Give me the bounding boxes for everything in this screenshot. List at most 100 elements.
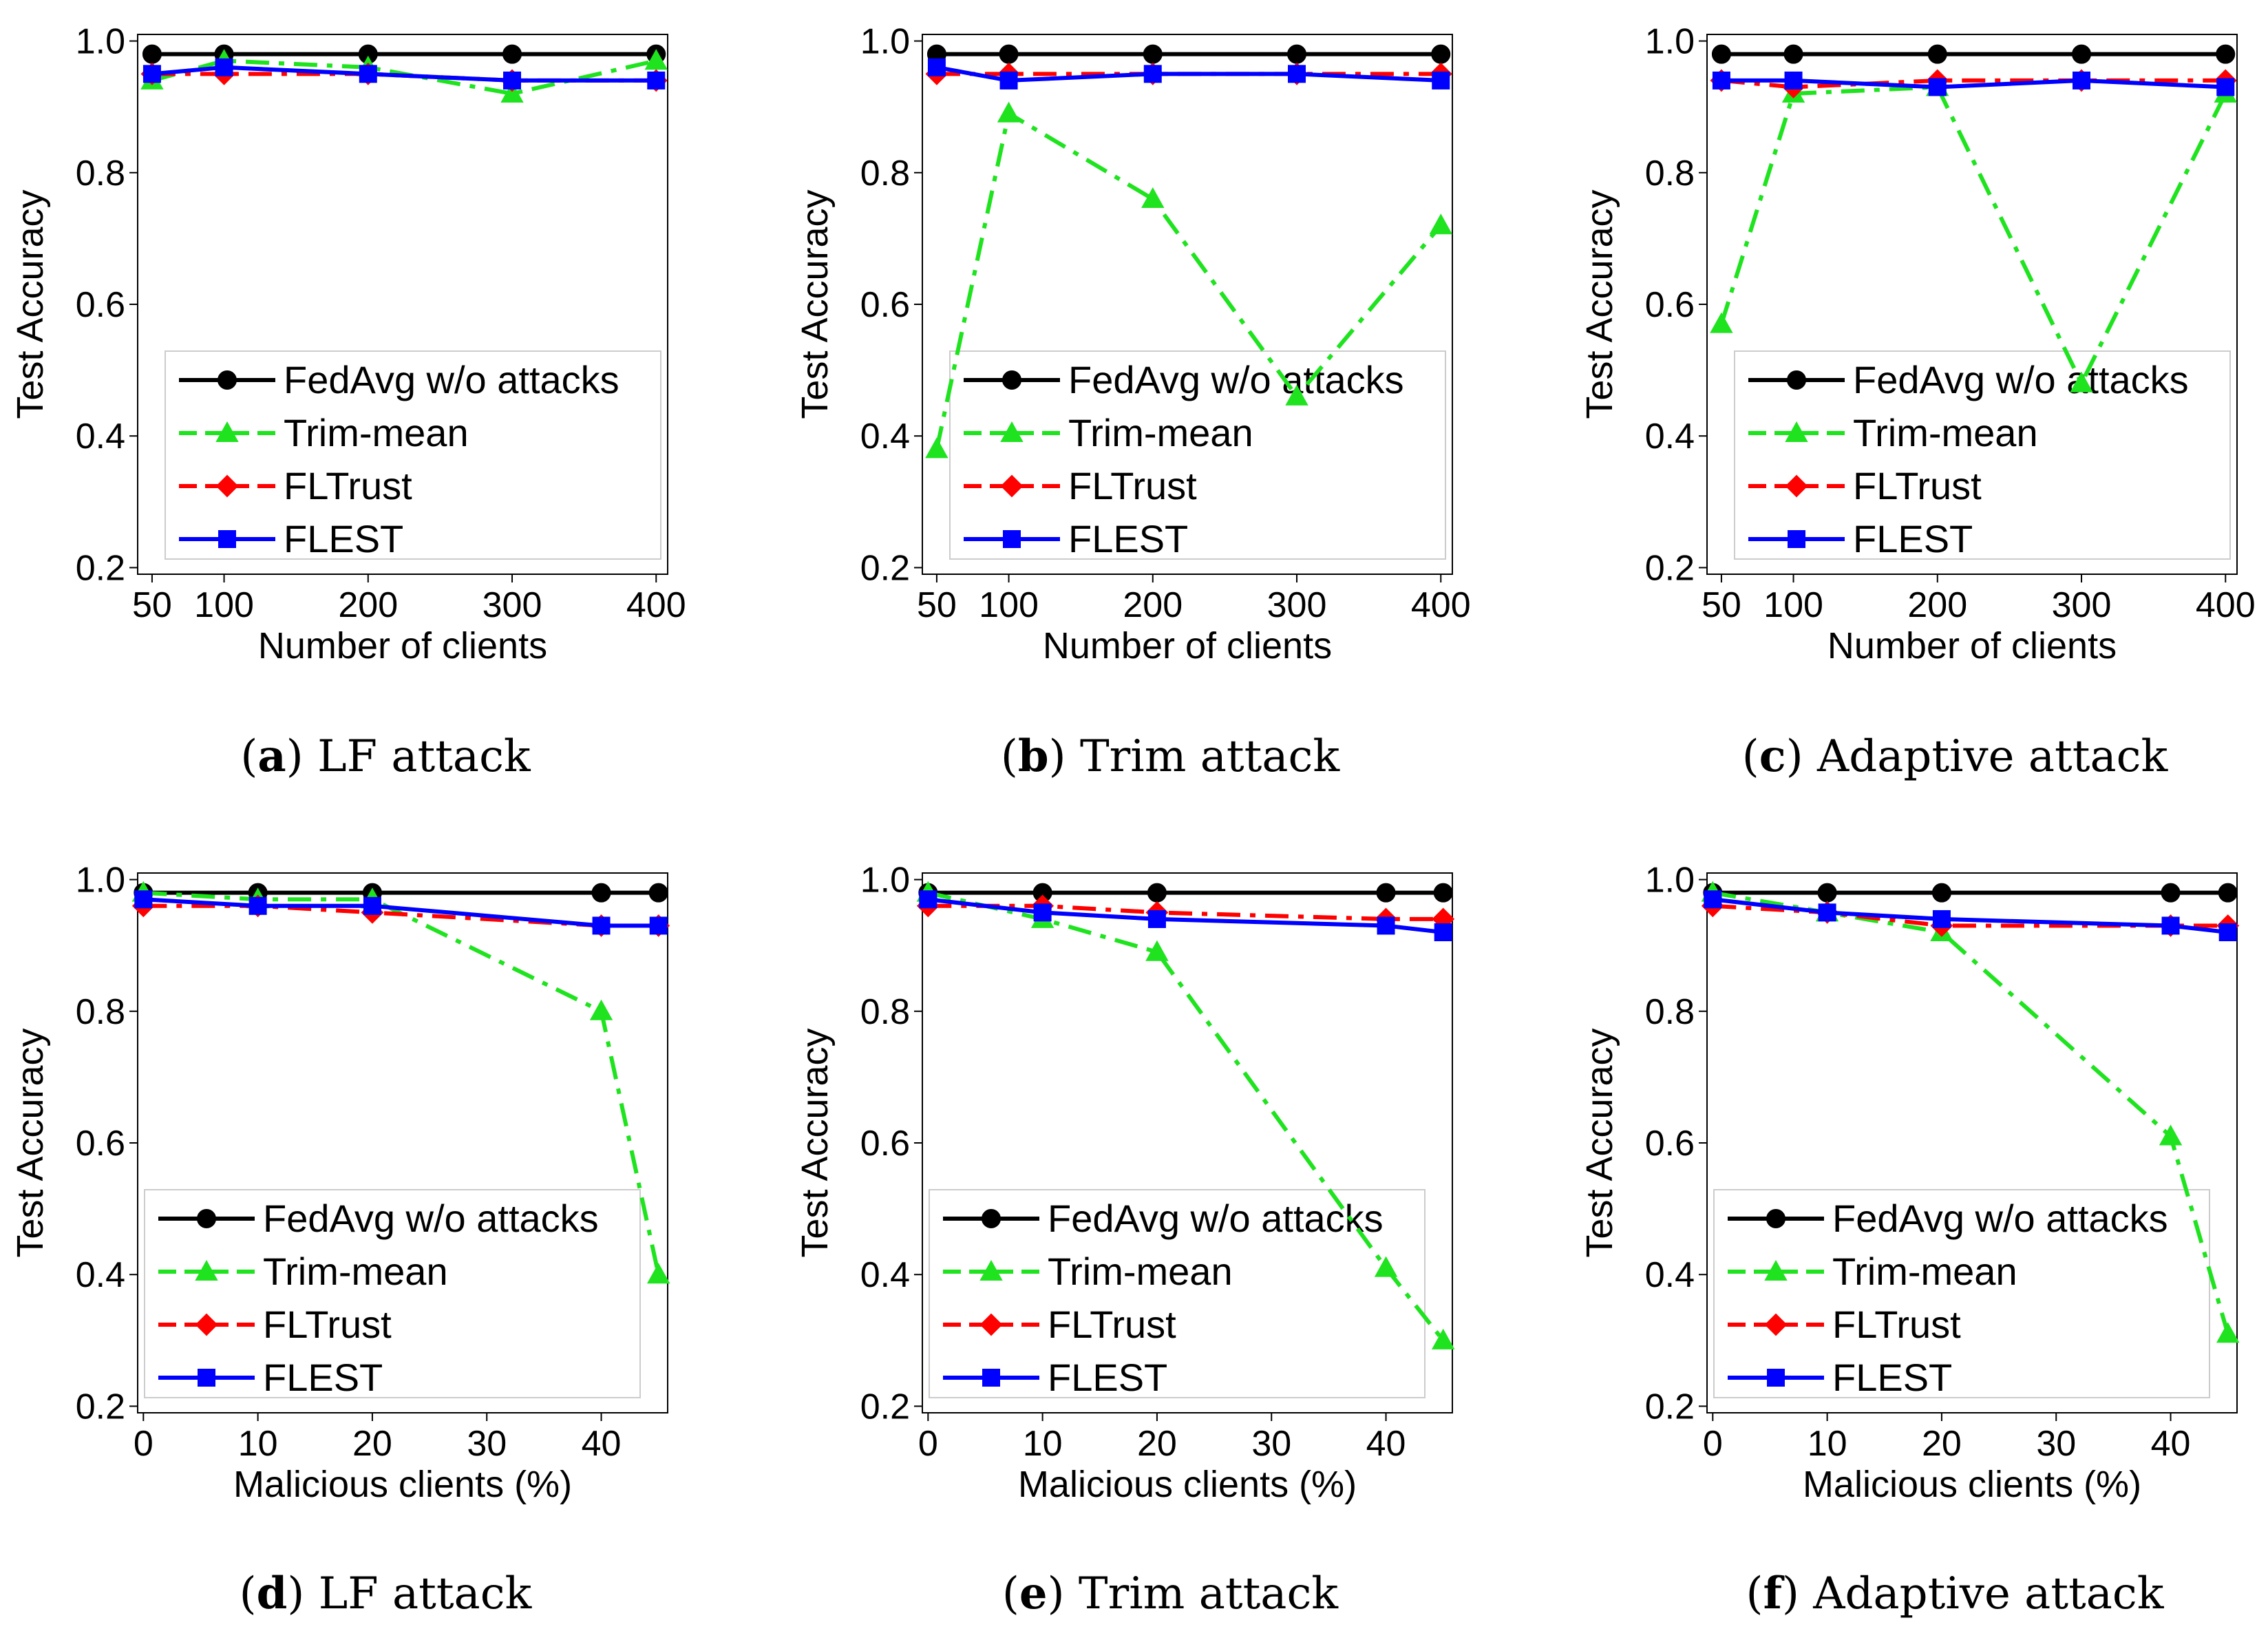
- x-tick-label: 0: [134, 1424, 153, 1464]
- legend-label-fltrust: FLTrust: [263, 1303, 392, 1346]
- legend: FedAvg w/o attacks Trim-mean FLTrust FLEST: [929, 1189, 1426, 1399]
- data-point-flest: [1432, 71, 1450, 90]
- x-axis-label: Number of clients: [1043, 625, 1332, 666]
- legend-marker-trim_mean: [1000, 421, 1024, 442]
- legend-label-trim_mean: Trim-mean: [1853, 411, 2038, 454]
- data-point-flest: [1932, 910, 1951, 928]
- legend-label-fltrust: FLTrust: [1832, 1303, 1961, 1346]
- x-tick-label: 300: [1267, 585, 1327, 625]
- y-tick-label: 0.8: [76, 992, 125, 1032]
- x-tick-label: 300: [483, 585, 542, 625]
- data-point-fedavg: [1433, 883, 1453, 903]
- legend-frame: [929, 1189, 1426, 1398]
- legend-marker-fedavg: [1002, 370, 1021, 390]
- series-flest: [142, 58, 666, 90]
- y-tick-label: 0.6: [1645, 285, 1695, 325]
- y-axis-label: Test Accuracy: [1579, 1028, 1620, 1257]
- series-line-fltrust: [1721, 78, 2226, 90]
- data-point-trim_mean: [2159, 1124, 2183, 1146]
- x-tick-label: 100: [979, 585, 1039, 625]
- series-fedavg: [926, 44, 1451, 64]
- data-point-flest: [503, 71, 522, 90]
- data-point-trim_mean: [1374, 1256, 1398, 1277]
- x-tick-label: 300: [2052, 585, 2112, 625]
- x-axis-label: Malicious clients (%): [233, 1464, 572, 1505]
- data-point-flest: [1784, 71, 1803, 90]
- y-tick-label: 0.6: [860, 285, 910, 325]
- data-point-flest: [649, 916, 668, 935]
- y-tick-label: 0.2: [860, 1387, 910, 1427]
- data-point-flest: [1928, 78, 1947, 96]
- series-flest: [927, 58, 1450, 90]
- x-tick-label: 50: [1702, 585, 1741, 625]
- data-point-flest: [359, 65, 377, 83]
- data-point-flest: [592, 916, 611, 935]
- y-tick-label: 1.0: [76, 861, 125, 901]
- series-trim_mean: [1710, 75, 2237, 392]
- y-tick-label: 1.0: [1645, 861, 1695, 901]
- subfigure-caption: (e) Trim attack: [1002, 1568, 1339, 1619]
- x-tick-label: 40: [2151, 1424, 2191, 1464]
- legend-label-fedavg: FedAvg w/o attacks: [1068, 358, 1404, 401]
- series-flest: [1712, 71, 2235, 96]
- data-point-trim_mean: [644, 49, 668, 70]
- legend: FedAvg w/o attacks Trim-mean FLTrust FLEST: [165, 350, 661, 560]
- x-tick-label: 10: [1023, 1424, 1063, 1464]
- series-flest: [1704, 890, 2237, 942]
- legend-marker-flest: [198, 1369, 215, 1387]
- series-line-flest: [927, 897, 1444, 935]
- data-point-flest: [1818, 903, 1836, 922]
- legend-frame: [1713, 1189, 2210, 1398]
- data-point-flest: [2073, 71, 2091, 90]
- data-point-fedavg: [1287, 44, 1307, 64]
- x-tick-label: 30: [1251, 1424, 1291, 1464]
- data-point-fedavg: [648, 883, 668, 903]
- x-tick-label: 0: [1703, 1424, 1723, 1464]
- x-tick-label: 100: [194, 585, 254, 625]
- data-point-fedavg: [142, 44, 162, 64]
- x-tick-label: 40: [1366, 1424, 1406, 1464]
- data-point-fedavg: [1783, 44, 1803, 64]
- data-point-fedavg: [1817, 883, 1837, 903]
- data-point-flest: [1434, 923, 1452, 942]
- data-point-flest: [2161, 916, 2180, 935]
- data-point-fedavg: [1711, 44, 1731, 64]
- x-tick-label: 30: [467, 1424, 507, 1464]
- legend: FedAvg w/o attacks Trim-mean FLTrust FLEST: [1713, 1189, 2210, 1399]
- y-tick-label: 0.2: [1645, 548, 1695, 588]
- data-point-flest: [919, 890, 937, 909]
- data-point-fedavg: [999, 44, 1019, 64]
- data-point-flest: [1704, 890, 1722, 909]
- series-line-trim_mean: [151, 59, 657, 96]
- data-point-trim_mean: [1285, 384, 1308, 406]
- y-tick-label: 0.8: [1645, 992, 1695, 1032]
- data-point-flest: [647, 71, 666, 90]
- legend: FedAvg w/o attacks Trim-mean FLTrust FLEST: [949, 350, 1446, 560]
- legend-label-fedavg: FedAvg w/o attacks: [263, 1197, 599, 1240]
- y-tick-label: 0.2: [860, 548, 910, 588]
- data-point-trim_mean: [1710, 312, 1733, 333]
- y-axis-label: Test Accuracy: [794, 189, 836, 419]
- chart-panel-b: 0.2 0.4 0.6 0.8 1.0 50 100 200 300 400 Number of c…: [794, 22, 1471, 782]
- x-tick-label: 200: [338, 585, 398, 625]
- legend-marker-trim_mean: [1764, 1259, 1788, 1281]
- legend-label-fedavg: FedAvg w/o attacks: [1832, 1197, 2168, 1240]
- legend-label-flest: FLEST: [284, 517, 403, 560]
- y-tick-label: 0.4: [76, 1255, 125, 1295]
- data-point-trim_mean: [1431, 1328, 1455, 1349]
- subfigure-caption: (a) LF attack: [240, 730, 531, 782]
- data-point-trim_mean: [2070, 371, 2093, 392]
- legend-marker-trim_mean: [195, 1259, 218, 1281]
- data-point-fedavg: [1143, 44, 1163, 64]
- chart-panel-c: 0.2 0.4 0.6 0.8 1.0 50 100 200 300 400 Number of c…: [1579, 22, 2256, 782]
- data-point-fedavg: [2216, 44, 2236, 64]
- legend-label-flest: FLEST: [1048, 1356, 1167, 1399]
- legend-label-trim_mean: Trim-mean: [284, 411, 469, 454]
- y-axis-label: Test Accuracy: [1579, 189, 1620, 419]
- legend-label-flest: FLEST: [1832, 1356, 1952, 1399]
- legend: FedAvg w/o attacks Trim-mean FLTrust FLEST: [1734, 350, 2231, 560]
- x-tick-label: 20: [1137, 1424, 1177, 1464]
- data-point-trim_mean: [997, 101, 1021, 123]
